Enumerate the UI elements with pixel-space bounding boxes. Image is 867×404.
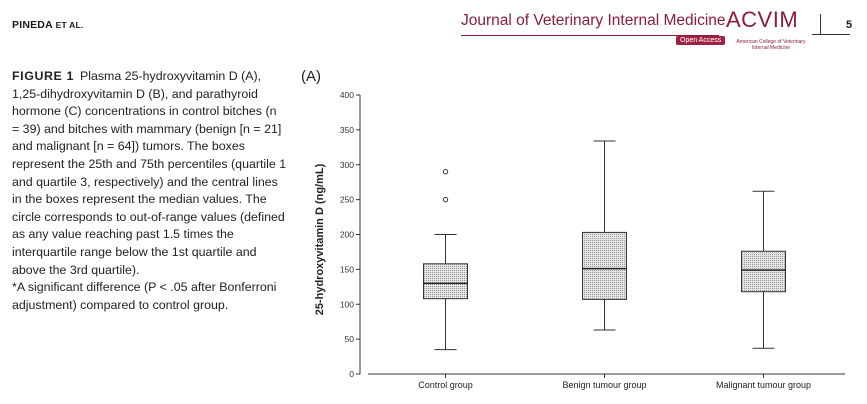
running-head-author: PINEDA ET AL. — [12, 19, 83, 31]
y-tick-label: 100 — [340, 299, 354, 309]
x-category-label: Malignant tumour group — [716, 380, 811, 390]
page-number: 5 — [846, 19, 853, 31]
y-tick-label: 50 — [345, 334, 355, 344]
author-etal: ET AL. — [55, 20, 84, 30]
outlier-point — [442, 169, 449, 175]
y-tick-label: 0 — [349, 369, 354, 379]
panel-label: (A) — [301, 68, 321, 85]
header-divider — [820, 14, 821, 34]
y-tick-label: 250 — [340, 195, 354, 205]
author-name: PINEDA — [12, 19, 53, 31]
y-tick-label: 300 — [340, 160, 354, 170]
y-tick-label: 400 — [340, 90, 354, 100]
open-access-badge: Open Access — [676, 36, 726, 45]
y-tick-label: 150 — [340, 264, 354, 274]
outlier-point — [442, 196, 449, 203]
caption-text: Plasma 25-hydroxyvitamin D (A), 1,25-dih… — [12, 69, 287, 277]
iqr-box — [423, 263, 468, 300]
figure-caption: FIGURE 1 Plasma 25-hydroxyvitamin D (A), … — [12, 68, 287, 314]
header-rule — [812, 34, 850, 35]
acvim-logo-subtitle: American College of Veterinary Internal … — [736, 39, 806, 51]
acvim-logo: ACVIM American College of Veterinary Int… — [726, 7, 806, 55]
figure-label: FIGURE 1 — [12, 69, 74, 83]
caption-paragraph: FIGURE 1 Plasma 25-hydroxyvitamin D (A), … — [12, 68, 287, 279]
journal-title: Journal of Veterinary Internal Medicine — [461, 12, 726, 29]
x-category-label: Benign tumour group — [562, 380, 646, 390]
y-axis-label: 25-hydroxyvitamin D (ng/mL) — [314, 163, 326, 315]
iqr-box — [582, 231, 627, 300]
caption-footnote: *A significant difference (P < .05 after… — [12, 280, 277, 312]
iqr-box — [741, 250, 786, 293]
y-tick-label: 200 — [340, 230, 354, 240]
acvim-logo-word: ACVIM — [726, 7, 799, 32]
x-category-label: Control group — [418, 380, 473, 390]
y-tick-label: 350 — [340, 125, 354, 135]
journal-underline — [461, 35, 719, 36]
